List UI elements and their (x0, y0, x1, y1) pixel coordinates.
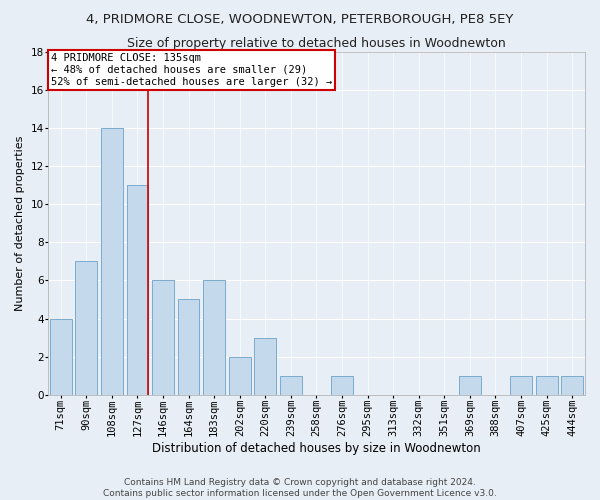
Bar (178, 300, 199, 395)
Bar (254, 338, 276, 395)
Title: Size of property relative to detached houses in Woodnewton: Size of property relative to detached ho… (127, 38, 506, 51)
Bar (536, 376, 557, 395)
Bar (331, 376, 353, 395)
Y-axis label: Number of detached properties: Number of detached properties (15, 136, 25, 311)
Bar (101, 128, 123, 395)
Bar (50, 318, 71, 395)
Bar (127, 185, 148, 395)
Text: 4, PRIDMORE CLOSE, WOODNEWTON, PETERBOROUGH, PE8 5EY: 4, PRIDMORE CLOSE, WOODNEWTON, PETERBORO… (86, 12, 514, 26)
Bar (203, 280, 225, 395)
Text: Contains HM Land Registry data © Crown copyright and database right 2024.
Contai: Contains HM Land Registry data © Crown c… (103, 478, 497, 498)
Bar (562, 376, 583, 395)
Bar (280, 376, 302, 395)
Bar (229, 356, 251, 395)
Bar (510, 376, 532, 395)
X-axis label: Distribution of detached houses by size in Woodnewton: Distribution of detached houses by size … (152, 442, 481, 455)
Text: 4 PRIDMORE CLOSE: 135sqm
← 48% of detached houses are smaller (29)
52% of semi-d: 4 PRIDMORE CLOSE: 135sqm ← 48% of detach… (50, 54, 332, 86)
Bar (459, 376, 481, 395)
Bar (152, 280, 174, 395)
Bar (76, 262, 97, 395)
